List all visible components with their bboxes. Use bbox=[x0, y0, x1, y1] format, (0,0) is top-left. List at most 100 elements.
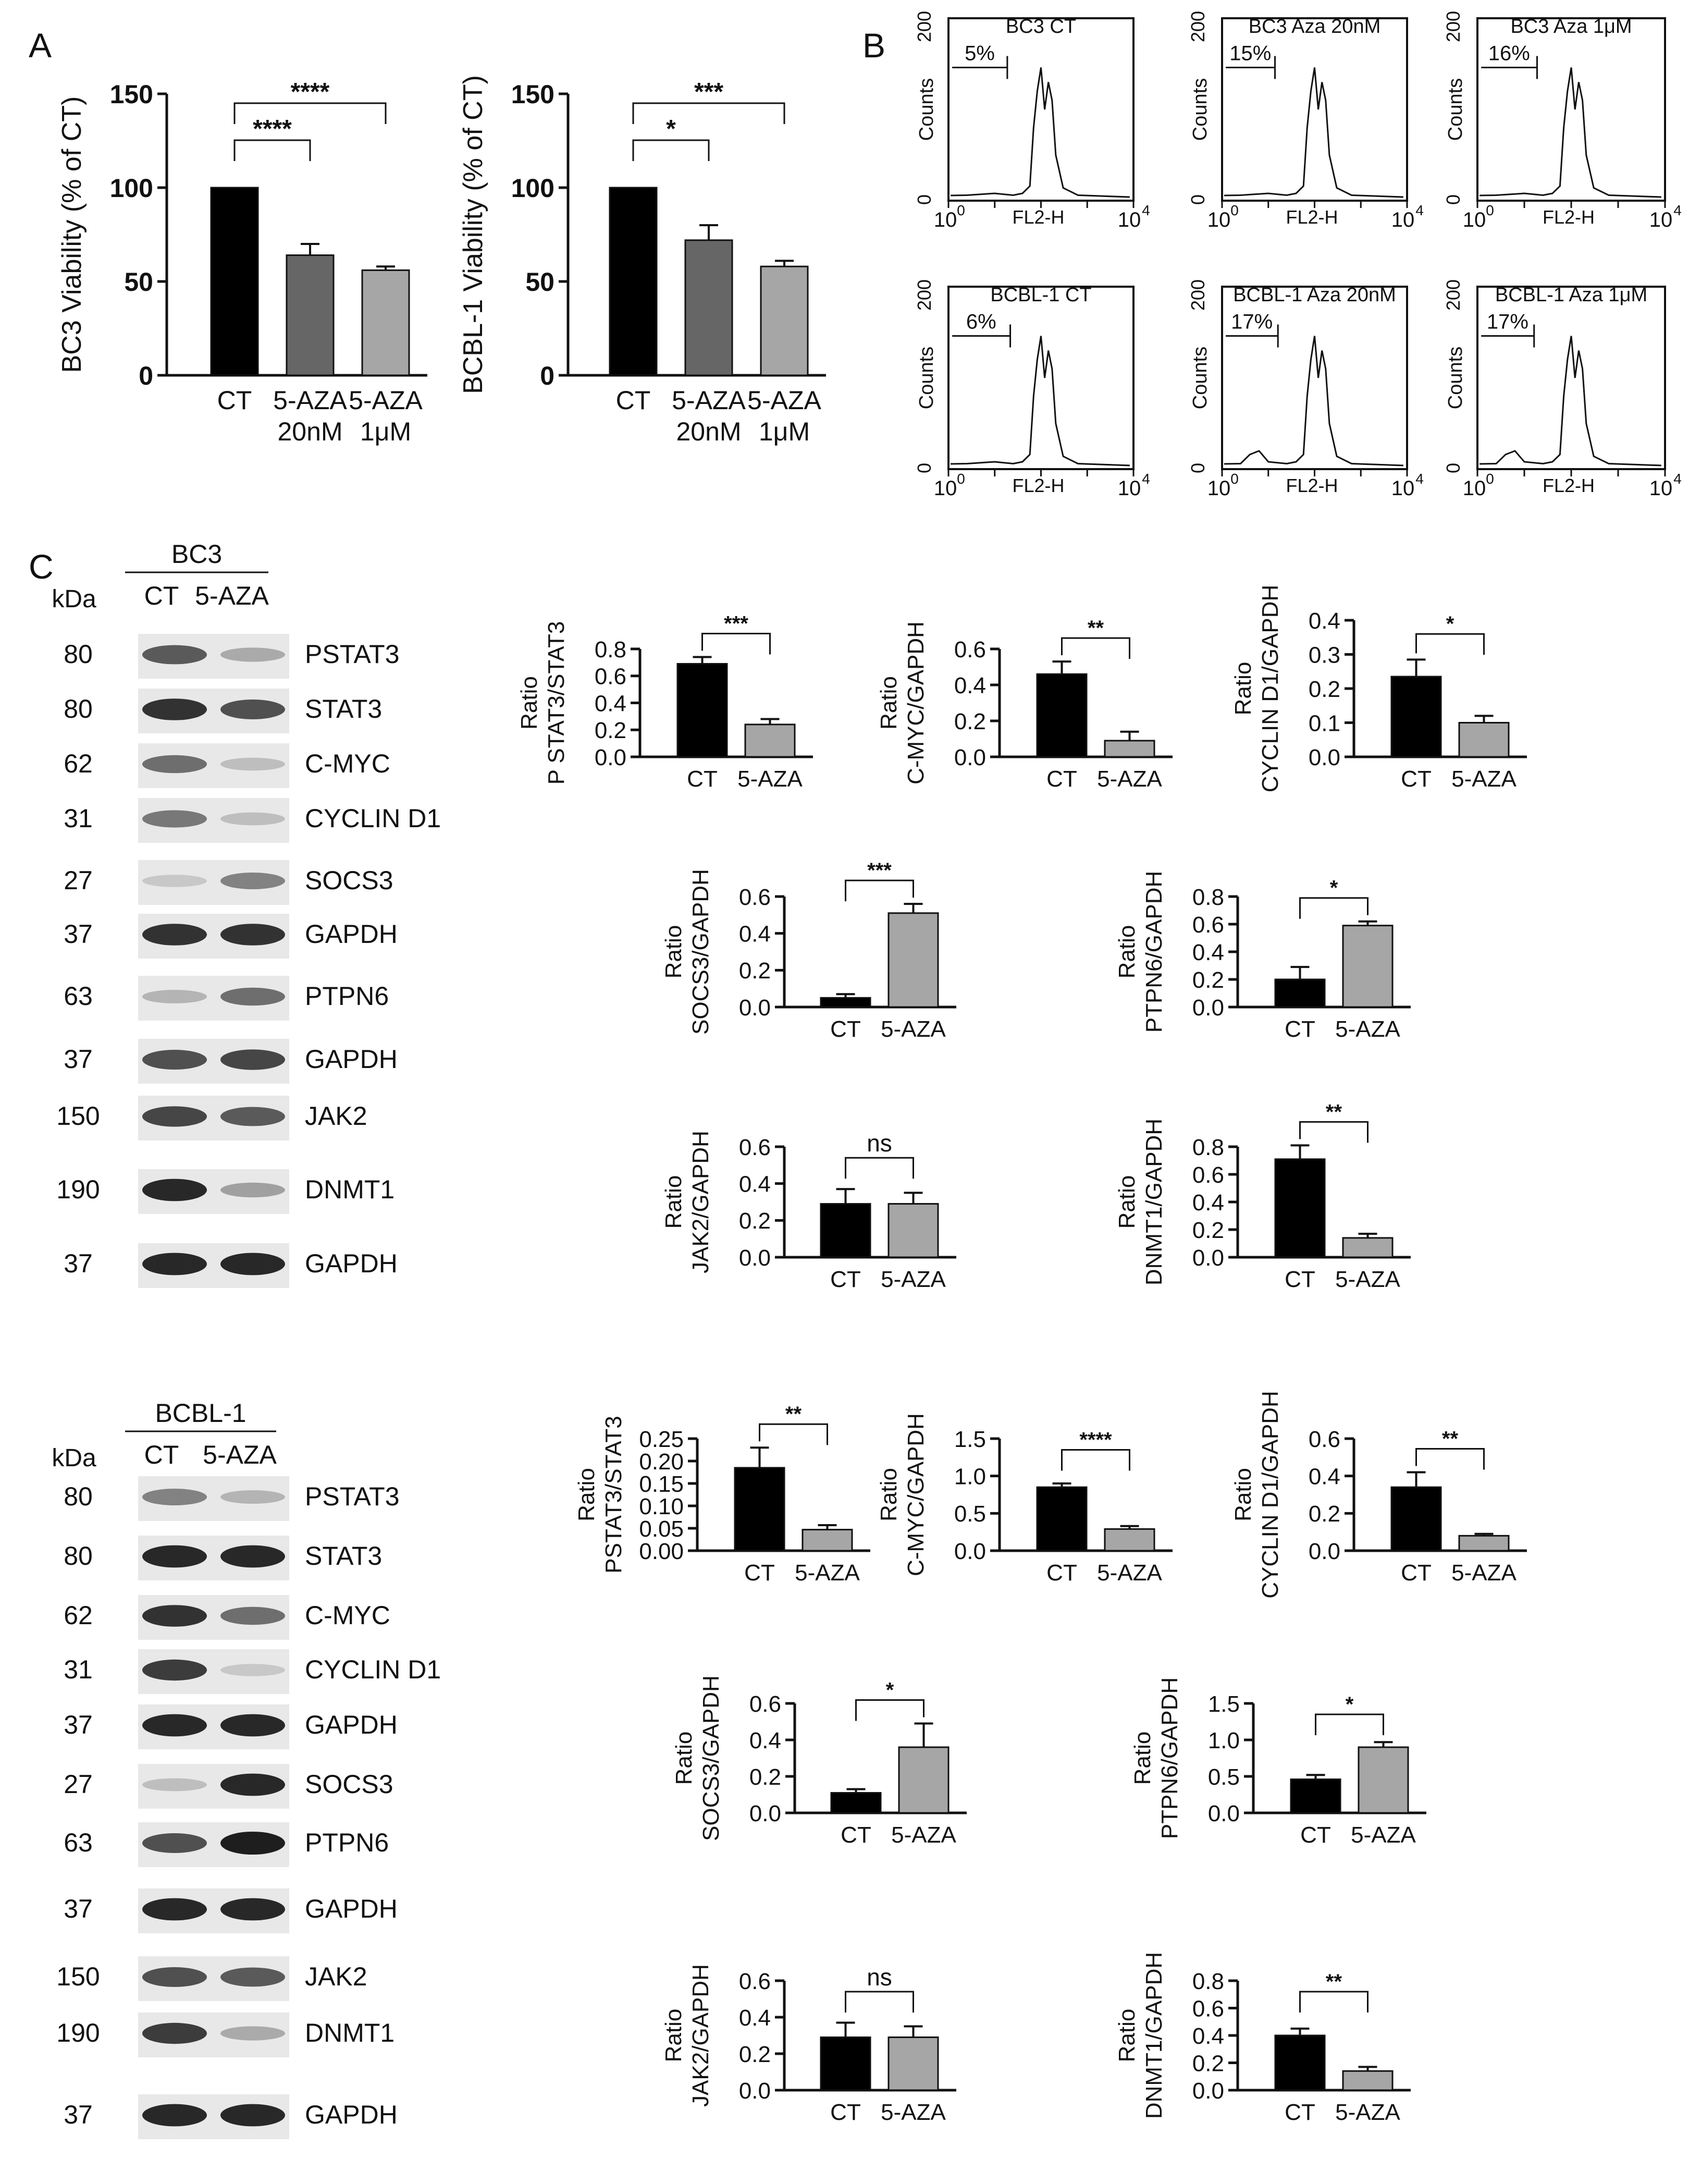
protein-label: STAT3 bbox=[305, 1541, 382, 1570]
panel-letter-B: B bbox=[862, 26, 885, 65]
band bbox=[142, 1605, 207, 1627]
kda-value: 37 bbox=[64, 1710, 93, 1739]
y-tick-label: 0.2 bbox=[1192, 967, 1224, 993]
band bbox=[220, 812, 285, 826]
significance-bracket bbox=[759, 1423, 828, 1445]
bar bbox=[1290, 1778, 1341, 1814]
protein-label: DNMT1 bbox=[305, 1175, 394, 1204]
histogram-x-tick-exp: 4 bbox=[1415, 202, 1424, 218]
y-tick-label: 0.2 bbox=[1192, 2051, 1224, 2076]
significance-label: * bbox=[1446, 612, 1454, 635]
y-axis-label: Ratio bbox=[661, 1175, 686, 1229]
band bbox=[220, 1606, 285, 1625]
bar-chart-C7: 0.00.20.40.60.8 Ratio DNMT1/GAPDH CT 5-AZA ** bbox=[1114, 1100, 1411, 1292]
y-tick-label: 0.15 bbox=[639, 1471, 684, 1497]
kda-value: 150 bbox=[56, 1962, 100, 1991]
y-axis-label: Ratio bbox=[661, 925, 686, 979]
histogram-title: BCBL-1 Aza 20nM bbox=[1233, 284, 1396, 306]
bar-chart-C1: 0.00.20.40.60.8 Ratio P STAT3/STAT3 CT 5-AZA… bbox=[516, 612, 813, 792]
band bbox=[220, 700, 285, 719]
y-axis-label: Ratio bbox=[1114, 2009, 1140, 2063]
y-axis-label: BC3 Viability (% of CT) bbox=[57, 96, 87, 373]
y-axis-label: Ratio bbox=[1114, 925, 1140, 979]
y-tick-label: 0.6 bbox=[739, 1969, 771, 1994]
x-tick-label: CT bbox=[217, 386, 252, 415]
bar-chart-C13: 0.0 0.2 0.4 0.6 Ratio JAK2/GAPDH CT 5-AZA ns bbox=[661, 1964, 956, 2125]
histogram-x-tick: 10 bbox=[1649, 477, 1673, 500]
lane-label: 5-AZA bbox=[195, 581, 269, 610]
bar-chart-A2: 0 50 100 150 BCBL-1 Viability (% of CT) CT 5-A… bbox=[458, 75, 826, 446]
y-axis-label: SOCS3/GAPDH bbox=[698, 1675, 724, 1841]
histogram-x-tick: 10 bbox=[1207, 208, 1231, 231]
bar-chart-C4: 0.0 0.2 0.4 0.6 Ratio SOCS3/GAPDH CT 5-AZA *** bbox=[661, 859, 956, 1042]
bar bbox=[744, 723, 796, 758]
y-tick-label: 0.4 bbox=[1192, 940, 1224, 965]
bar-chart-C2: 0.0 0.2 0.4 0.6 Ratio C-MYC/GAPDH CT 5-AZA ** bbox=[876, 617, 1173, 792]
band bbox=[220, 924, 285, 946]
histogram-y-label: Counts bbox=[916, 78, 938, 141]
band bbox=[142, 698, 207, 720]
y-tick-label: 50 bbox=[525, 267, 554, 297]
kda-value: 80 bbox=[64, 640, 93, 669]
y-tick-label: 50 bbox=[124, 267, 153, 297]
bar bbox=[1274, 978, 1326, 1008]
y-axis-label: PTPN6/GAPDH bbox=[1157, 1677, 1182, 1839]
bar-chart-C10: 0.0 0.2 0.4 0.6 Ratio CYCLIN D1/GAPDH CT 5-AZA *… bbox=[1230, 1391, 1527, 1599]
band bbox=[220, 1545, 285, 1568]
kda-value: 62 bbox=[64, 1601, 93, 1630]
protein-label: DNMT1 bbox=[305, 2018, 394, 2047]
bar bbox=[887, 2036, 939, 2091]
y-tick-label: 0.4 bbox=[739, 2005, 771, 2031]
histogram-y-label: Counts bbox=[1445, 347, 1466, 409]
protein-label: PTPN6 bbox=[305, 1828, 389, 1857]
y-tick-label: 1.5 bbox=[954, 1427, 986, 1452]
y-tick-label: 1.5 bbox=[1208, 1691, 1240, 1717]
gate-percent: 15% bbox=[1229, 42, 1271, 65]
y-tick-label: 0.6 bbox=[1309, 1427, 1340, 1452]
histogram-x-label: FL2-H bbox=[1286, 475, 1338, 496]
histogram-title: BC3 CT bbox=[1006, 16, 1076, 38]
lane-label: 5-AZA bbox=[203, 1440, 277, 1469]
y-axis-label: BCBL-1 Viability (% of CT) bbox=[458, 75, 488, 394]
histogram-title: BC3 Aza 20nM bbox=[1249, 16, 1380, 38]
histogram-y-tick: 0 bbox=[914, 463, 935, 473]
x-tick-label: CT bbox=[830, 1016, 861, 1042]
y-axis-label: P STAT3/STAT3 bbox=[544, 621, 569, 785]
histogram-y-tick: 0 bbox=[1187, 463, 1209, 473]
histogram-y-tick: 200 bbox=[914, 279, 935, 311]
y-tick-label: 0.4 bbox=[1309, 1464, 1340, 1490]
y-tick-label: 0.1 bbox=[1309, 710, 1340, 736]
y-tick-label: 0.2 bbox=[1309, 1501, 1340, 1527]
significance-bracket bbox=[632, 102, 785, 124]
band bbox=[220, 1773, 285, 1796]
bar-chart-C5: 0.00.20.40.60.8 Ratio PTPN6/GAPDH CT 5-AZA * bbox=[1114, 871, 1411, 1042]
significance-label: ns bbox=[867, 1964, 892, 1991]
bar bbox=[1342, 1237, 1394, 1258]
protein-label: SOCS3 bbox=[305, 1770, 393, 1799]
significance-label: **** bbox=[1079, 1429, 1112, 1452]
histogram-x-tick-exp: 0 bbox=[1230, 471, 1239, 487]
y-tick-label: 0.0 bbox=[749, 1801, 781, 1826]
y-tick-label: 0.6 bbox=[954, 637, 986, 662]
y-tick-label: 0.8 bbox=[595, 637, 626, 662]
significance-label: ** bbox=[1326, 1100, 1342, 1123]
bar bbox=[802, 1529, 853, 1552]
protein-label: PSTAT3 bbox=[305, 1482, 400, 1511]
histogram-x-label: FL2-H bbox=[1286, 206, 1338, 228]
histogram-curve bbox=[1224, 336, 1403, 467]
histogram-y-label: Counts bbox=[1445, 78, 1466, 141]
histogram-x-label: FL2-H bbox=[1543, 206, 1595, 228]
histogram-x-label: FL2-H bbox=[1543, 475, 1595, 496]
significance-label: *** bbox=[694, 78, 723, 106]
y-tick-label: 0.8 bbox=[1192, 885, 1224, 910]
y-axis-label: Ratio bbox=[876, 676, 902, 730]
y-tick-label: 0.5 bbox=[954, 1501, 986, 1527]
band bbox=[142, 1659, 207, 1681]
histogram-y-tick: 200 bbox=[914, 11, 935, 42]
kda-value: 31 bbox=[64, 1655, 93, 1684]
bar-chart-C11: 0.0 0.2 0.4 0.6 Ratio SOCS3/GAPDH CT 5-AZA * bbox=[671, 1675, 967, 1848]
y-axis-label: Ratio bbox=[574, 1468, 599, 1522]
y-tick-label: 0.3 bbox=[1309, 642, 1340, 668]
